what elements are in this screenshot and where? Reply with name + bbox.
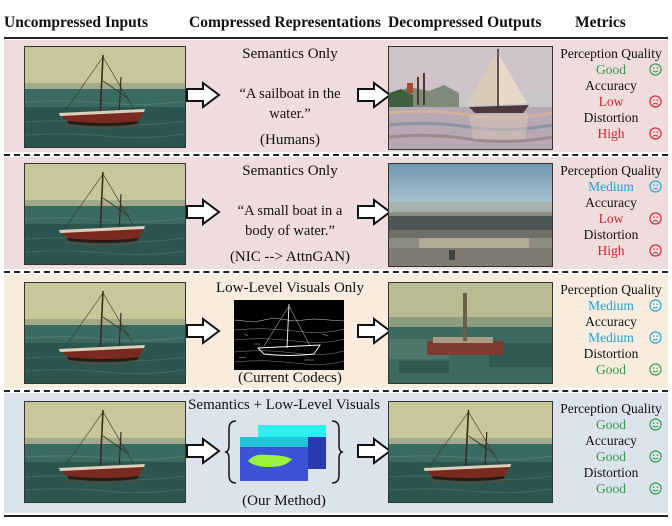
right-brace-icon <box>331 420 344 484</box>
arrow-right-icon <box>357 437 392 465</box>
metrics-panel: Perception Quality Medium Accuracy Mediu… <box>554 282 668 378</box>
output-our-method-image <box>388 401 553 503</box>
metric-label: Accuracy <box>585 314 637 329</box>
metrics-panel: Perception Quality Good Accuracy Low Dis… <box>554 46 668 142</box>
top-rule <box>4 37 668 39</box>
metric-value: Low <box>554 94 668 110</box>
output-attngan-image <box>388 163 553 267</box>
metric-value: Low <box>554 211 668 227</box>
neutral-icon <box>649 331 662 344</box>
caption-quote-line2: body of water.” <box>245 223 335 239</box>
metric-label: Perception Quality <box>560 282 662 297</box>
metric-value: High <box>554 243 668 259</box>
happy-icon <box>649 63 662 76</box>
arrow-right-icon <box>186 317 221 345</box>
input-sailboat-image <box>24 163 186 265</box>
happy-icon <box>649 418 662 431</box>
metric-label: Distortion <box>583 346 639 361</box>
rep-title: Semantics Only <box>242 46 338 62</box>
metric-value: Good <box>554 62 668 78</box>
happy-icon <box>649 482 662 495</box>
sad-icon <box>649 212 662 225</box>
metric-label: Accuracy <box>585 78 637 93</box>
input-sailboat-image <box>24 282 186 384</box>
arrow-right-icon <box>357 198 392 226</box>
neutral-icon <box>649 180 662 193</box>
header-uncompressed-inputs: Uncompressed Inputs <box>4 14 148 31</box>
metric-label: Distortion <box>583 110 639 125</box>
header-metrics: Metrics <box>575 14 626 31</box>
metric-label: Perception Quality <box>560 401 662 416</box>
arrow-right-icon <box>357 81 392 109</box>
neutral-icon <box>649 299 662 312</box>
output-codec-image <box>388 282 553 384</box>
bottom-rule <box>4 515 668 517</box>
row-separator <box>4 271 668 273</box>
input-sailboat-image <box>24 46 186 148</box>
metric-label: Accuracy <box>585 195 637 210</box>
segmentation-map-image <box>240 425 326 481</box>
metric-label: Distortion <box>583 465 639 480</box>
metric-label: Perception Quality <box>560 163 662 178</box>
arrow-right-icon <box>357 317 392 345</box>
metric-value: Good <box>554 449 668 465</box>
method-label: (Humans) <box>260 132 320 148</box>
arrow-right-icon <box>186 81 221 109</box>
sad-icon <box>649 95 662 108</box>
metric-value: Medium <box>554 330 668 346</box>
arrow-right-icon <box>186 198 221 226</box>
method-label: (Our Method) <box>242 493 326 509</box>
header-compressed-representations: Compressed Representations <box>189 14 381 31</box>
rep-title: Semantics + Low-Level Visuals <box>188 397 380 413</box>
metric-label: Perception Quality <box>560 46 662 61</box>
metric-value: Good <box>554 417 668 433</box>
row-semantics-humans: Semantics Only “A sailboat in the water.… <box>4 40 668 156</box>
row-separator <box>4 390 668 392</box>
metric-value: Medium <box>554 298 668 314</box>
left-brace-icon <box>224 420 237 484</box>
metric-label: Distortion <box>583 227 639 242</box>
caption-quote-line1: “A small boat in a <box>237 203 343 219</box>
metric-value: Good <box>554 362 668 378</box>
output-painting-image <box>388 46 553 150</box>
metric-value: Good <box>554 481 668 497</box>
sad-icon <box>649 127 662 140</box>
row-separator <box>4 154 668 156</box>
metric-value: Medium <box>554 179 668 195</box>
method-label: (NIC --> AttnGAN) <box>229 249 351 265</box>
metrics-panel: Perception Quality Medium Accuracy Low D… <box>554 163 668 259</box>
caption-quote-line1: “A sailboat in the <box>239 86 341 102</box>
input-sailboat-image <box>24 401 186 503</box>
happy-icon <box>649 363 662 376</box>
metrics-panel: Perception Quality Good Accuracy Good Di… <box>554 401 668 497</box>
row-current-codecs: Low-Level Visuals Only (Current Codecs) <box>4 274 668 392</box>
method-label: (Current Codecs) <box>238 370 342 386</box>
metric-value: High <box>554 126 668 142</box>
happy-icon <box>649 450 662 463</box>
sad-icon <box>649 244 662 257</box>
row-our-method: Semantics + Low-Level Visuals (Our Metho… <box>4 393 668 513</box>
header-decompressed-outputs: Decompressed Outputs <box>388 14 542 31</box>
row-semantics-nic-attngan: Semantics Only “A small boat in a body o… <box>4 157 668 273</box>
rep-title: Semantics Only <box>242 163 338 179</box>
caption-quote-line2: water.” <box>269 106 311 122</box>
rep-title: Low-Level Visuals Only <box>216 280 364 296</box>
metric-label: Accuracy <box>585 433 637 448</box>
edge-map-image <box>234 300 344 370</box>
arrow-right-icon <box>186 437 221 465</box>
